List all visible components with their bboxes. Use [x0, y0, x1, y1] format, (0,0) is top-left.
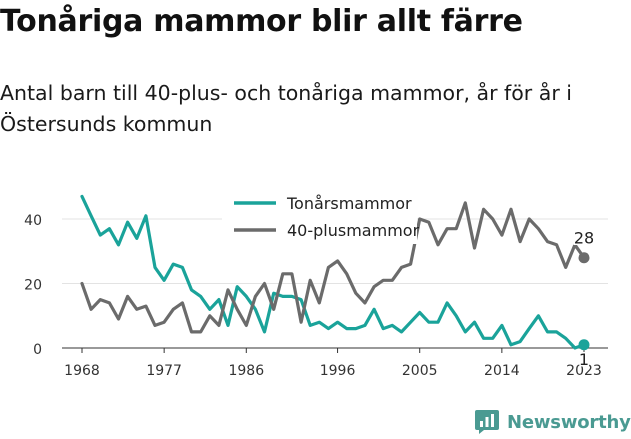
brand-name: Newsworthy: [507, 411, 631, 433]
x-tick-label: 1986: [228, 363, 264, 379]
series-line-1: [80, 194, 586, 350]
end-labels: 28 1: [572, 227, 595, 370]
legend-label: Tonårsmammor: [286, 194, 412, 213]
x-tick-label: 1977: [146, 363, 182, 379]
y-tick-label: 40: [24, 213, 42, 229]
x-axis: 1968 1977 1986 1996 2005 2014 2023: [62, 347, 608, 379]
legend: Tonårsmammor 40-plusmammor: [222, 186, 420, 244]
y-axis-ticks: 0 20 40: [24, 213, 42, 358]
chart-title: Tonåriga mammor blir allt färre: [0, 4, 523, 39]
x-tick-label: 1996: [320, 363, 356, 379]
x-tick-label: 2014: [484, 363, 520, 379]
brand-logo: Newsworthy: [475, 407, 631, 437]
end-value-label: 1: [579, 350, 589, 369]
chart-subtitle: Antal barn till 40-plus- och tonåriga ma…: [0, 81, 572, 136]
y-tick-label: 0: [33, 342, 42, 358]
series-lines: [80, 194, 586, 350]
y-tick-label: 20: [24, 278, 42, 294]
newsworthy-logo-icon: [475, 410, 499, 434]
x-tick-label: 1968: [64, 363, 100, 379]
end-point-marker: [578, 339, 590, 351]
x-tick-label: 2005: [402, 363, 438, 379]
x-tick-label: 2023: [566, 363, 602, 379]
end-value-label: 28: [574, 229, 594, 248]
series-line-2: [80, 201, 586, 334]
legend-label: 40-plusmammor: [287, 221, 420, 240]
end-point-marker: [578, 252, 590, 264]
legend-background: [222, 186, 417, 244]
